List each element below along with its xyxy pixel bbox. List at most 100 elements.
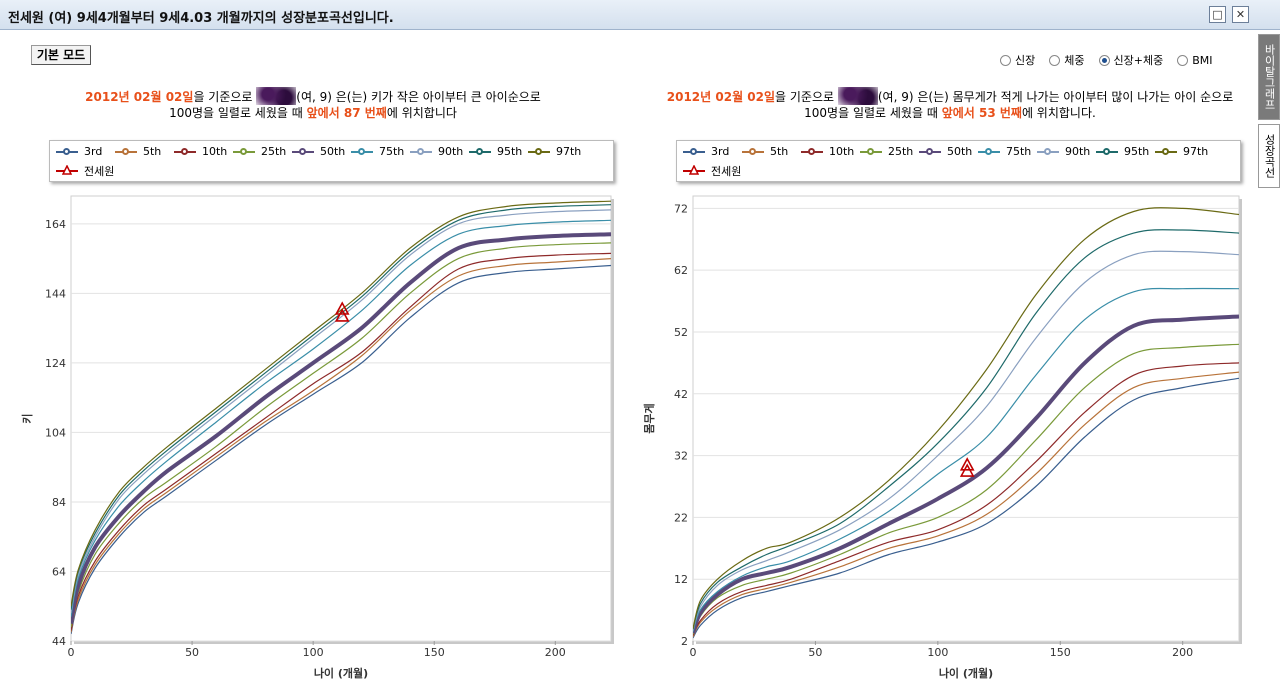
x-tick-label: 150 xyxy=(424,646,445,659)
summary-date: 2012년 02월 02일 xyxy=(85,90,194,104)
legend-item-75th[interactable]: 75th xyxy=(351,145,404,158)
legend-label: 95th xyxy=(497,145,523,158)
x-axis-label: 나이 (개월) xyxy=(939,666,993,680)
restore-icon[interactable]: □ xyxy=(1209,6,1226,23)
x-tick-label: 150 xyxy=(1050,646,1071,659)
legend-item-95th[interactable]: 95th xyxy=(469,145,522,158)
summary-text: (여, 9) 은(는) 키가 작은 아이부터 큰 아이순으로 xyxy=(296,90,541,104)
y-tick-label: 62 xyxy=(674,264,688,277)
legend-line-icon xyxy=(1096,147,1118,156)
legend-item-3rd[interactable]: 3rd xyxy=(56,145,102,158)
series-line-50th xyxy=(693,314,1239,634)
legend-label: 97th xyxy=(1183,145,1209,158)
radio-dot-bmi[interactable] xyxy=(1177,54,1189,66)
legend-label: 50th xyxy=(320,145,346,158)
legend-item-10th[interactable]: 10th xyxy=(801,145,854,158)
legend-item-patient[interactable]: 전세원 xyxy=(683,163,741,179)
legend-label: 3rd xyxy=(84,145,103,158)
legend-line-icon xyxy=(1037,147,1059,156)
legend-line-icon xyxy=(801,147,823,156)
legend-label: 3rd xyxy=(711,145,730,158)
x-tick-label: 0 xyxy=(68,646,75,659)
series-line-3rd xyxy=(71,264,611,635)
y-tick-label: 12 xyxy=(674,573,688,586)
radio-bmi[interactable]: BMI xyxy=(1177,52,1212,68)
legend-item-25th[interactable]: 25th xyxy=(233,145,286,158)
legend-item-patient[interactable]: 전세원 xyxy=(56,163,114,179)
patient-marker[interactable] xyxy=(959,463,975,477)
patient-marker[interactable] xyxy=(959,457,975,471)
series-line-75th xyxy=(71,219,611,617)
close-icon[interactable]: ✕ xyxy=(1232,6,1249,23)
series-line-5th xyxy=(71,258,611,633)
radio-weight[interactable]: 체중 xyxy=(1049,52,1085,68)
legend-item-10th[interactable]: 10th xyxy=(174,145,227,158)
summary-text: 에 위치합니다 xyxy=(386,106,457,120)
weight-chart-legend: 3rd 5th 10th 25th 50th 75th 90th 95th 97th 전세원 xyxy=(676,140,1241,182)
x-tick-label: 200 xyxy=(545,646,566,659)
legend-line-icon xyxy=(174,147,196,156)
series-group xyxy=(693,207,1239,639)
summary-text: 을 기준으로 xyxy=(775,90,838,104)
title-bar: 전세원 (여) 9세4개월부터 9세4.03 개월까지의 성장분포곡선입니다. … xyxy=(0,0,1280,30)
radio-height[interactable]: 신장 xyxy=(1000,52,1035,68)
legend-item-50th[interactable]: 50th xyxy=(919,145,972,158)
legend-line-icon xyxy=(683,147,705,156)
summary-rank: 앞에서 53 번째 xyxy=(941,106,1022,120)
radio-dot-weight[interactable] xyxy=(1049,54,1061,66)
legend-item-50th[interactable]: 50th xyxy=(292,145,345,158)
series-line-50th xyxy=(71,232,611,624)
legend-line-icon xyxy=(292,147,314,156)
legend-item-90th[interactable]: 90th xyxy=(1037,145,1090,158)
legend-item-5th[interactable]: 5th xyxy=(742,145,788,158)
radio-dot-height-weight[interactable] xyxy=(1098,54,1110,66)
legend-line-icon xyxy=(742,147,764,156)
summary-text: 100명을 일렬로 세웠을 때 xyxy=(804,106,942,120)
plot-area xyxy=(692,195,1240,642)
summary-text: 을 기준으로 xyxy=(193,90,257,104)
weight-chart: 2 12 22 32 42 52 62 72 0 50 100 150 200 나이 (개월) 몸무게 xyxy=(642,195,1242,680)
radio-dot-height[interactable] xyxy=(1000,54,1011,66)
patient-marker[interactable] xyxy=(334,301,350,315)
y-tick-label: 144 xyxy=(45,287,66,300)
legend-item-25th[interactable]: 25th xyxy=(860,145,913,158)
legend-item-90th[interactable]: 90th xyxy=(410,145,463,158)
tab-growth-curve[interactable]: 성장곡선 xyxy=(1258,124,1280,188)
series-line-25th xyxy=(71,242,611,628)
patient-marker[interactable] xyxy=(334,308,350,322)
legend-item-5th[interactable]: 5th xyxy=(115,145,161,158)
legend-label: 5th xyxy=(143,145,162,158)
legend-item-97th[interactable]: 97th xyxy=(528,145,581,158)
series-line-97th xyxy=(693,207,1239,629)
chart-type-radio-group: 신장 체중 신장+체중 BMI xyxy=(1000,52,1212,68)
y-tick-label: 52 xyxy=(674,326,688,339)
summary-text: 100명을 일렬로 세웠을 때 xyxy=(169,106,307,120)
legend-line-icon xyxy=(56,147,78,156)
height-chart: 44 64 84 104 124 144 164 0 50 100 150 200 나이 (개월) 키 xyxy=(20,195,614,680)
legend-label: 90th xyxy=(438,145,464,158)
basic-mode-button[interactable]: 기본 모드 xyxy=(31,45,91,65)
height-chart-legend: 3rd 5th 10th 25th 50th 75th 90th 95th 97th 전세원 xyxy=(49,140,614,182)
redacted-name xyxy=(837,87,878,105)
summary-rank: 앞에서 87 번째 xyxy=(306,106,387,120)
radio-label-height-weight: 신장+체중 xyxy=(1113,54,1164,67)
weight-summary: 2012년 02월 02일을 기준으로 (여, 9) 은(는) 몸무게가 적게 … xyxy=(660,87,1240,121)
triangle-marker-icon xyxy=(683,165,705,175)
legend-line-icon xyxy=(860,147,882,156)
y-tick-label: 104 xyxy=(45,426,66,439)
series-line-97th xyxy=(71,200,611,607)
window-title: 전세원 (여) 9세4개월부터 9세4.03 개월까지의 성장분포곡선입니다. xyxy=(8,11,394,26)
legend-label: 전세원 xyxy=(84,165,115,178)
legend-item-75th[interactable]: 75th xyxy=(978,145,1031,158)
height-summary: 2012년 02월 02일을 기준으로 (여, 9) 은(는) 키가 작은 아이… xyxy=(33,87,593,121)
legend-item-3rd[interactable]: 3rd xyxy=(683,145,729,158)
radio-label-weight: 체중 xyxy=(1064,54,1085,67)
legend-label: 50th xyxy=(947,145,973,158)
radio-height-weight[interactable]: 신장+체중 xyxy=(1098,52,1164,68)
legend-item-97th[interactable]: 97th xyxy=(1155,145,1208,158)
tab-vital-graph[interactable]: 바이탈그래프 xyxy=(1258,34,1280,120)
series-line-10th xyxy=(71,252,611,631)
series-line-95th xyxy=(693,229,1239,630)
legend-label: 5th xyxy=(770,145,789,158)
legend-item-95th[interactable]: 95th xyxy=(1096,145,1149,158)
